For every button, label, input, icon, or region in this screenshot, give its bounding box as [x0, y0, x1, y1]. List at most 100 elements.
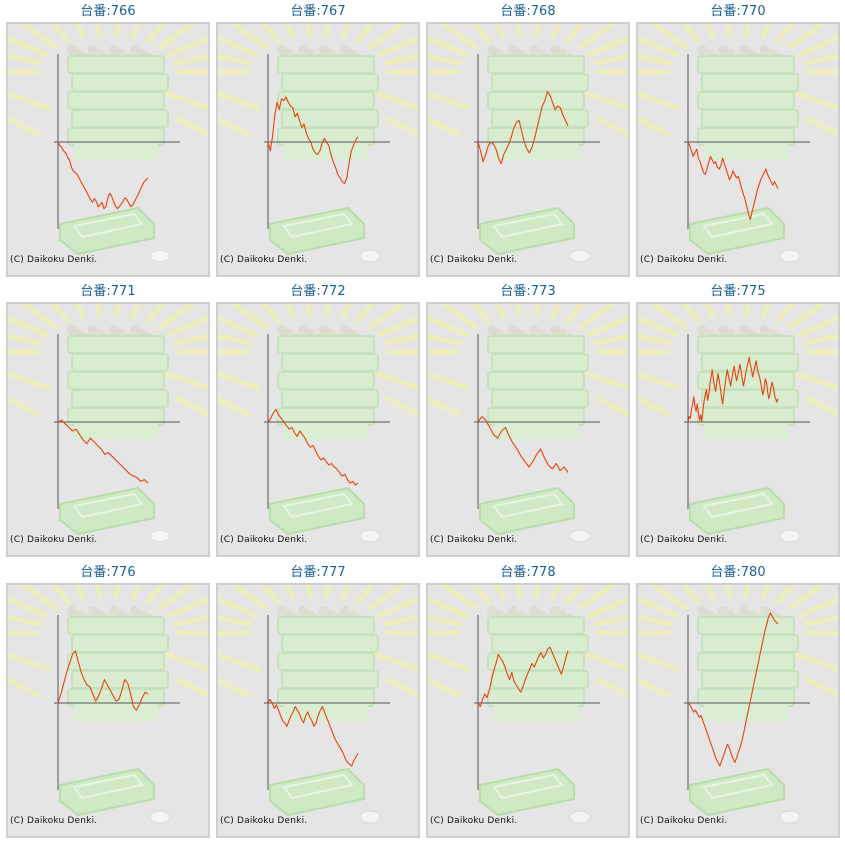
graph-frame: (C) Daikoku Denki.: [216, 583, 420, 838]
machine-number-title[interactable]: 台番:768: [500, 4, 556, 19]
coin: [779, 810, 801, 824]
stacked-boxes: [277, 616, 379, 707]
graph-cell[interactable]: 台番:778 (C) Daikoku Denki.: [426, 565, 630, 838]
machine-number-title[interactable]: 台番:778: [500, 565, 556, 580]
tray-inner: [702, 492, 774, 519]
light-rays: [8, 304, 208, 417]
payout-line: [57, 419, 149, 484]
copyright-text: (C) Daikoku Denki.: [640, 816, 728, 826]
graph-frame: (C) Daikoku Denki.: [6, 583, 210, 838]
box-base: [284, 140, 368, 160]
copyright-text: (C) Daikoku Denki.: [220, 535, 308, 545]
machine-illustration: [638, 304, 838, 543]
coin: [359, 529, 381, 543]
tray-inner: [72, 492, 144, 519]
tray-inner: [72, 773, 144, 800]
copyright-text: (C) Daikoku Denki.: [10, 535, 98, 545]
machine-illustration: [638, 585, 838, 824]
coin: [569, 810, 591, 824]
graph-frame: (C) Daikoku Denki.: [636, 22, 840, 277]
graph-svg: [8, 304, 208, 543]
copyright-text: (C) Daikoku Denki.: [220, 816, 308, 826]
graph-cell[interactable]: 台番:772 (C) Daikoku Denki.: [216, 284, 420, 557]
light-rays: [218, 585, 418, 698]
payout-line: [57, 650, 149, 711]
copyright-text: (C) Daikoku Denki.: [640, 255, 728, 265]
coin: [779, 529, 801, 543]
tray-inner: [702, 212, 774, 239]
graph-frame: (C) Daikoku Denki.: [426, 302, 630, 557]
graph-svg: [638, 304, 838, 543]
tray-inner: [492, 773, 564, 800]
coin: [149, 810, 171, 824]
graph-cell[interactable]: 台番:777 (C) Daikoku Denki.: [216, 565, 420, 838]
graph-svg: [428, 24, 628, 263]
graph-svg: [8, 24, 208, 263]
graph-svg: [218, 585, 418, 824]
machine-illustration: [638, 24, 838, 263]
graph-cell[interactable]: 台番:776 (C) Daikoku Denki.: [6, 565, 210, 838]
graph-frame: (C) Daikoku Denki.: [6, 22, 210, 277]
graph-cell[interactable]: 台番:771 (C) Daikoku Denki.: [6, 284, 210, 557]
machine-number-title[interactable]: 台番:767: [290, 4, 346, 19]
graph-frame: (C) Daikoku Denki.: [216, 22, 420, 277]
machine-illustration: [428, 24, 628, 263]
machine-number-title[interactable]: 台番:776: [80, 565, 136, 580]
payout-line: [687, 356, 779, 423]
copyright-text: (C) Daikoku Denki.: [10, 816, 98, 826]
light-rays: [218, 24, 418, 137]
machine-number-title[interactable]: 台番:766: [80, 4, 136, 19]
graph-frame: (C) Daikoku Denki.: [216, 302, 420, 557]
tray-inner: [282, 773, 354, 800]
payout-line: [477, 91, 569, 165]
machine-number-title[interactable]: 台番:770: [710, 4, 766, 19]
machine-illustration: [218, 24, 418, 263]
copyright-text: (C) Daikoku Denki.: [10, 255, 98, 265]
light-rays: [638, 304, 838, 417]
machine-number-title[interactable]: 台番:773: [500, 284, 556, 299]
box-base: [704, 140, 788, 160]
graph-frame: (C) Daikoku Denki.: [6, 302, 210, 557]
graph-cell[interactable]: 台番:767 (C) Daikoku Denki.: [216, 4, 420, 277]
machine-illustration: [428, 304, 628, 543]
machine-illustration: [218, 304, 418, 543]
light-rays: [428, 24, 628, 137]
graph-svg: [638, 585, 838, 824]
graph-frame: (C) Daikoku Denki.: [636, 302, 840, 557]
machine-illustration: [218, 585, 418, 824]
machine-illustration: [8, 585, 208, 824]
graph-svg: [8, 585, 208, 824]
payout-line: [477, 646, 569, 708]
graph-cell[interactable]: 台番:780 (C) Daikoku Denki.: [636, 565, 840, 838]
box-base: [284, 420, 368, 440]
tray-inner: [282, 492, 354, 519]
graph-cell[interactable]: 台番:773 (C) Daikoku Denki.: [426, 284, 630, 557]
box-base: [494, 701, 578, 721]
stacked-boxes: [487, 55, 589, 146]
coin: [359, 810, 381, 824]
light-rays: [428, 304, 628, 417]
machine-number-title[interactable]: 台番:775: [710, 284, 766, 299]
graph-cell[interactable]: 台番:768 (C) Daikoku Denki.: [426, 4, 630, 277]
box-base: [74, 701, 158, 721]
graph-cell[interactable]: 台番:766 (C) Daikoku Denki.: [6, 4, 210, 277]
copyright-text: (C) Daikoku Denki.: [430, 255, 518, 265]
graph-cell[interactable]: 台番:770 (C) Daikoku Denki.: [636, 4, 840, 277]
stacked-boxes: [67, 616, 169, 707]
graph-frame: (C) Daikoku Denki.: [636, 583, 840, 838]
machine-number-title[interactable]: 台番:772: [290, 284, 346, 299]
graph-frame: (C) Daikoku Denki.: [426, 22, 630, 277]
machine-number-title[interactable]: 台番:771: [80, 284, 136, 299]
box-base: [284, 701, 368, 721]
stacked-boxes: [697, 55, 799, 146]
machine-number-title[interactable]: 台番:777: [290, 565, 346, 580]
coin: [779, 249, 801, 263]
payout-line: [687, 612, 779, 767]
machine-number-title[interactable]: 台番:780: [710, 565, 766, 580]
light-rays: [428, 585, 628, 698]
stacked-boxes: [277, 335, 379, 426]
box-base: [494, 140, 578, 160]
graph-svg: [218, 24, 418, 263]
stacked-boxes: [697, 335, 799, 426]
graph-cell[interactable]: 台番:775 (C) Daikoku Denki.: [636, 284, 840, 557]
